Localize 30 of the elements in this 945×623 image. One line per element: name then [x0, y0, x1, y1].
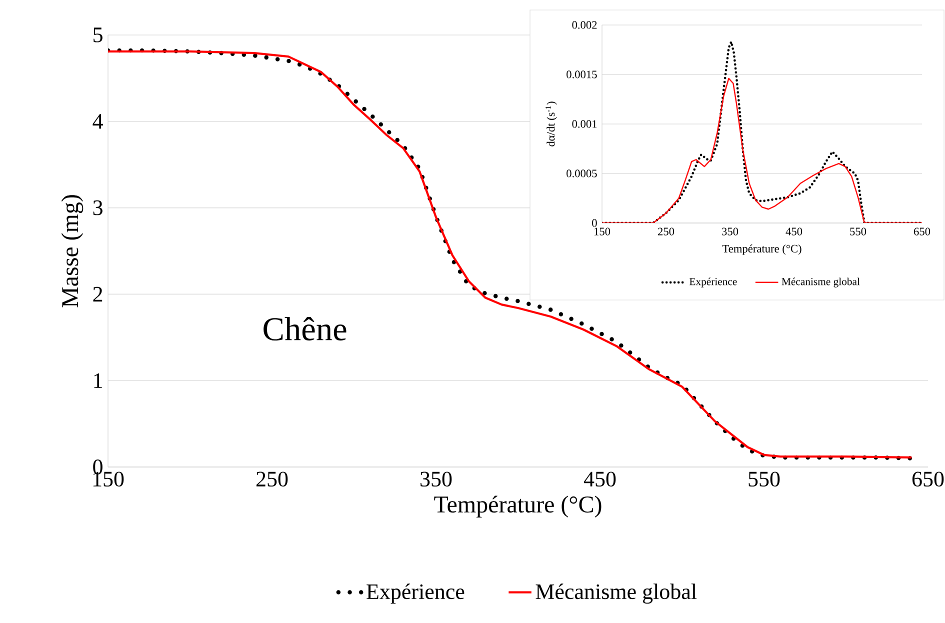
- x-tick-label: 550: [850, 228, 866, 236]
- x-axis-title: Température (°C): [722, 244, 802, 255]
- y-tick-label: 0: [592, 219, 597, 227]
- x-tick-label: 450: [786, 228, 802, 236]
- y-tick-label: 3: [93, 200, 102, 216]
- annotation: Chêne: [264, 316, 346, 341]
- y-tick-label: 4: [92, 114, 103, 129]
- y-tick-label: 1: [94, 373, 102, 388]
- x-tick-label: 350: [420, 472, 452, 487]
- x-tick-label: 250: [256, 472, 288, 487]
- y-tick-label: 5: [94, 28, 102, 42]
- x-tick-label: 650: [914, 228, 930, 236]
- y-axis-title: Masse (mg): [61, 195, 84, 308]
- x-tick-label: 550: [748, 472, 780, 487]
- x-tick-label: 450: [584, 472, 616, 487]
- y-tick-label: 0.0015: [566, 70, 597, 78]
- legend-label: Mécanisme global: [536, 584, 697, 604]
- x-tick-label: 150: [594, 228, 610, 236]
- y-tick-label: 0.0005: [566, 170, 597, 178]
- y-tick-label: 0.001: [572, 120, 597, 128]
- legend-label: Expérience: [366, 584, 464, 604]
- legend-label: Mécanisme global: [782, 278, 860, 288]
- x-tick-label: 250: [658, 228, 674, 236]
- x-axis-title: Température (°C): [434, 496, 602, 518]
- legend-label: Expérience: [690, 278, 737, 288]
- y-axis-title: dα/dt (s$^{-1}$): [546, 102, 557, 146]
- x-tick-label: 650: [912, 472, 944, 487]
- y-tick-label: 0.002: [572, 21, 597, 29]
- y-tick-label: 2: [93, 286, 102, 302]
- x-tick-label: 350: [722, 228, 738, 236]
